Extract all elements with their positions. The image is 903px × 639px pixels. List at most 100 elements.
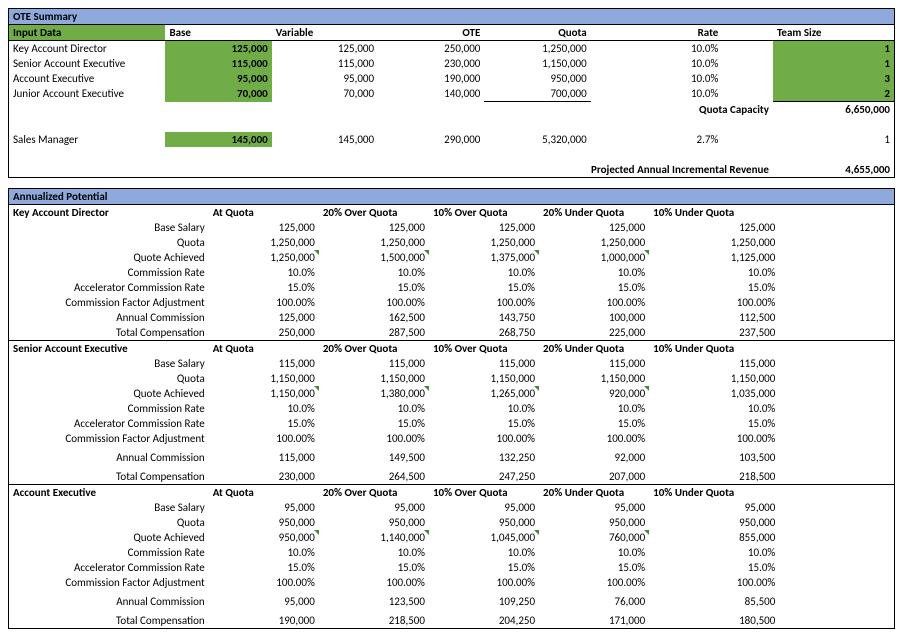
ap-value-cell: 15.0% [539, 416, 649, 431]
role-cell: Sales Manager [9, 132, 166, 147]
ap-value-cell: 115,000 [429, 356, 539, 371]
ap-scenario-col: 20% Under Quota [539, 205, 649, 221]
ap-scenario-col: 10% Under Quota [649, 485, 779, 501]
ap-metric-label: Total Compensation [9, 609, 209, 629]
annualized-potential-table: Annualized Potential Key Account Directo… [8, 188, 895, 629]
team-cell[interactable]: 2 [773, 86, 895, 102]
ap-value-cell: 190,000 [209, 609, 319, 629]
ap-role: Account Executive [9, 485, 209, 501]
ap-metric-label: Quota [9, 371, 209, 386]
team-cell[interactable]: 1 [773, 56, 895, 71]
ap-metric-label: Quote Achieved [9, 386, 209, 401]
ap-value-cell: 218,500 [649, 465, 779, 485]
ap-value-cell: 1,380,000 [319, 386, 429, 401]
quota-capacity-value: 6,650,000 [773, 102, 895, 118]
ap-scenario-col: 10% Under Quota [649, 341, 779, 357]
ap-value-cell: 100.00% [209, 295, 319, 310]
base-cell[interactable]: 70,000 [165, 86, 271, 102]
ap-value-cell: 760,000 [539, 530, 649, 545]
ap-metric-label: Accelerator Commission Rate [9, 280, 209, 295]
ap-value-cell: 100.00% [319, 295, 429, 310]
ote-mgr-row: Sales Manager 145,000 145,000 290,000 5,… [9, 132, 895, 147]
ap-value-cell: 15.0% [539, 560, 649, 575]
ap-metric-label: Base Salary [9, 356, 209, 371]
col-rate: Rate [591, 25, 723, 41]
ap-value-cell: 125,000 [209, 220, 319, 235]
ap-value-cell: 162,500 [319, 310, 429, 325]
ap-metric-label: Quota [9, 515, 209, 530]
ap-scenario-col: 10% Over Quota [429, 341, 539, 357]
ap-metric-label: Commission Factor Adjustment [9, 431, 209, 446]
ap-value-cell: 100.00% [649, 295, 779, 310]
ap-value-cell: 15.0% [539, 280, 649, 295]
base-cell[interactable]: 95,000 [165, 71, 271, 86]
ap-value-cell: 100.00% [429, 575, 539, 590]
ap-value-cell: 264,500 [319, 465, 429, 485]
ap-value-cell: 10.0% [209, 401, 319, 416]
ap-scenario-col: 10% Under Quota [649, 205, 779, 221]
col-ote: OTE [378, 25, 484, 41]
ote-title: OTE Summary [9, 9, 895, 25]
ote-summary-table: OTE Summary Input Data Base Variable OTE… [8, 8, 895, 178]
ap-value-cell: 1,045,000 [429, 530, 539, 545]
ap-value-cell: 1,250,000 [539, 235, 649, 250]
ap-value-cell: 237,500 [649, 325, 779, 341]
ap-value-cell: 950,000 [539, 515, 649, 530]
ap-value-cell: 855,000 [649, 530, 779, 545]
ap-metric-label: Base Salary [9, 220, 209, 235]
quota-cell: 950,000 [484, 71, 590, 86]
ap-value-cell: 92,000 [539, 446, 649, 465]
ap-value-cell: 180,500 [649, 609, 779, 629]
base-cell[interactable]: 125,000 [165, 41, 271, 57]
ap-value-cell: 100.00% [539, 575, 649, 590]
ap-value-cell: 247,250 [429, 465, 539, 485]
ap-value-cell: 115,000 [209, 356, 319, 371]
ap-value-cell: 125,000 [319, 220, 429, 235]
ap-value-cell: 109,250 [429, 590, 539, 609]
ap-value-cell: 115,000 [649, 356, 779, 371]
ap-value-cell: 1,125,000 [649, 250, 779, 265]
ap-value-cell: 115,000 [319, 356, 429, 371]
ap-scenario-col: 20% Under Quota [539, 341, 649, 357]
input-data-label: Input Data [9, 25, 166, 41]
ap-scenario-col: 20% Over Quota [319, 205, 429, 221]
rate-cell: 10.0% [591, 71, 723, 86]
ap-metric-label: Quote Achieved [9, 250, 209, 265]
team-cell[interactable]: 3 [773, 71, 895, 86]
quota-cell: 700,000 [484, 86, 590, 102]
ap-metric-label: Commission Rate [9, 545, 209, 560]
ap-value-cell: 204,250 [429, 609, 539, 629]
ote-row: Key Account Director 125,000 125,000 250… [9, 41, 895, 57]
team-cell[interactable]: 1 [773, 41, 895, 57]
ap-metric-label: Base Salary [9, 500, 209, 515]
base-cell[interactable]: 115,000 [165, 56, 271, 71]
ap-value-cell: 10.0% [649, 401, 779, 416]
ap-metric-label: Commission Factor Adjustment [9, 575, 209, 590]
ap-value-cell: 15.0% [319, 280, 429, 295]
ote-row: Account Executive 95,000 95,000 190,000 … [9, 71, 895, 86]
ap-value-cell: 268,750 [429, 325, 539, 341]
ap-value-cell: 10.0% [319, 265, 429, 280]
ap-value-cell: 100.00% [429, 295, 539, 310]
ap-value-cell: 10.0% [539, 401, 649, 416]
ap-value-cell: 1,250,000 [649, 235, 779, 250]
ap-value-cell: 115,000 [209, 446, 319, 465]
ap-value-cell: 100.00% [539, 431, 649, 446]
ap-value-cell: 1,250,000 [429, 235, 539, 250]
ap-value-cell: 100.00% [649, 431, 779, 446]
ap-value-cell: 1,140,000 [319, 530, 429, 545]
ap-value-cell: 123,500 [319, 590, 429, 609]
ap-metric-label: Commission Rate [9, 401, 209, 416]
ap-value-cell: 1,150,000 [539, 371, 649, 386]
ap-value-cell: 76,000 [539, 590, 649, 609]
rate-cell: 10.0% [591, 56, 723, 71]
ap-metric-label: Total Compensation [9, 465, 209, 485]
ap-value-cell: 1,250,000 [319, 235, 429, 250]
ap-value-cell: 10.0% [209, 265, 319, 280]
base-cell[interactable]: 145,000 [165, 132, 271, 147]
ap-scenario-col: 10% Over Quota [429, 205, 539, 221]
ap-value-cell: 95,000 [209, 500, 319, 515]
ap-value-cell: 1,035,000 [649, 386, 779, 401]
ap-role: Key Account Director [9, 205, 209, 221]
ap-value-cell: 15.0% [429, 416, 539, 431]
